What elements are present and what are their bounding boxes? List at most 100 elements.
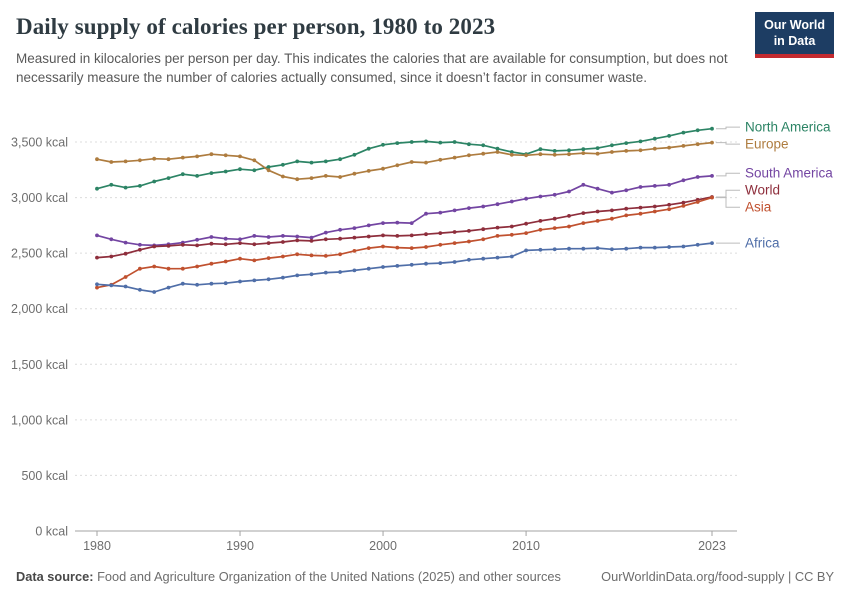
point bbox=[581, 221, 586, 225]
legend-label-europe[interactable]: Europe bbox=[745, 137, 789, 152]
point bbox=[295, 234, 300, 239]
point bbox=[567, 189, 571, 194]
point bbox=[610, 190, 614, 195]
point bbox=[610, 208, 614, 213]
y-tick-label-2000: 2,000 kcal bbox=[11, 302, 68, 316]
point bbox=[581, 211, 586, 215]
point bbox=[652, 184, 657, 188]
point bbox=[481, 151, 486, 156]
point bbox=[295, 177, 300, 182]
point bbox=[409, 160, 414, 164]
point bbox=[595, 219, 600, 223]
point bbox=[309, 253, 314, 258]
point bbox=[710, 195, 714, 200]
point bbox=[567, 246, 571, 251]
point bbox=[238, 237, 242, 242]
point bbox=[538, 152, 543, 157]
point bbox=[509, 232, 514, 237]
point bbox=[409, 221, 414, 225]
legend-label-africa[interactable]: Africa bbox=[745, 236, 780, 251]
point bbox=[581, 246, 586, 251]
point bbox=[638, 139, 643, 144]
legend-label-south-america[interactable]: South America bbox=[745, 166, 833, 181]
point bbox=[552, 226, 557, 230]
owid-logo-line1: Our World bbox=[764, 18, 825, 32]
point bbox=[467, 206, 471, 210]
point bbox=[695, 242, 700, 247]
point bbox=[495, 234, 500, 238]
point bbox=[395, 141, 400, 145]
point bbox=[624, 141, 629, 145]
point bbox=[581, 151, 586, 155]
point bbox=[552, 192, 557, 197]
point bbox=[581, 182, 586, 187]
legend-label-world[interactable]: World bbox=[745, 183, 780, 198]
line-europe bbox=[96, 141, 713, 181]
point bbox=[195, 174, 200, 178]
point bbox=[223, 259, 228, 264]
point bbox=[381, 244, 385, 249]
y-tick-label-500: 500 kcal bbox=[21, 469, 68, 483]
point bbox=[438, 140, 443, 145]
point bbox=[252, 168, 257, 173]
point bbox=[95, 186, 99, 191]
x-tick-label-1990: 1990 bbox=[226, 539, 254, 553]
point bbox=[209, 281, 214, 286]
calories-line-chart: 0 kcal 500 kcal 1,000 kcal 1,500 kcal 2,000 … bbox=[11, 120, 833, 553]
point bbox=[238, 279, 242, 284]
point bbox=[467, 229, 471, 233]
point bbox=[209, 241, 214, 246]
point bbox=[667, 134, 671, 138]
point bbox=[381, 233, 385, 238]
legend-label-north-america[interactable]: North America bbox=[745, 120, 831, 135]
point bbox=[610, 247, 614, 252]
point bbox=[624, 213, 629, 218]
point bbox=[552, 247, 557, 252]
point bbox=[524, 153, 528, 158]
point bbox=[452, 260, 457, 264]
point bbox=[252, 242, 257, 247]
point bbox=[624, 206, 629, 211]
point bbox=[323, 174, 328, 178]
point bbox=[138, 158, 142, 163]
point bbox=[180, 266, 185, 271]
point bbox=[109, 237, 114, 242]
point bbox=[667, 182, 671, 187]
point bbox=[452, 140, 457, 144]
point bbox=[166, 157, 171, 162]
point bbox=[309, 239, 314, 243]
point bbox=[152, 264, 157, 269]
legend-label-asia[interactable]: Asia bbox=[745, 200, 772, 215]
data-source-label: Data source: bbox=[16, 569, 94, 584]
point bbox=[95, 255, 99, 260]
point bbox=[323, 159, 328, 164]
point bbox=[509, 199, 514, 204]
point bbox=[352, 249, 357, 253]
point bbox=[409, 140, 414, 144]
point bbox=[152, 290, 157, 294]
point bbox=[123, 159, 128, 164]
point bbox=[538, 219, 543, 223]
point bbox=[695, 142, 700, 147]
line-world bbox=[96, 196, 713, 259]
point bbox=[610, 216, 614, 221]
point bbox=[710, 140, 714, 145]
point bbox=[424, 261, 428, 266]
point bbox=[95, 282, 99, 287]
owid-logo[interactable]: Our World in Data bbox=[755, 12, 834, 59]
point bbox=[681, 144, 686, 148]
point bbox=[138, 287, 142, 292]
point bbox=[195, 282, 200, 287]
owid-credit-link[interactable]: OurWorldinData.org/food-supply | CC BY bbox=[601, 569, 834, 584]
point bbox=[652, 204, 657, 209]
point bbox=[624, 246, 629, 251]
point bbox=[581, 147, 586, 152]
point bbox=[552, 216, 557, 221]
point bbox=[538, 194, 543, 199]
line-north-america bbox=[96, 127, 713, 190]
point bbox=[109, 160, 114, 164]
point bbox=[281, 174, 285, 179]
point bbox=[323, 270, 328, 275]
point bbox=[409, 233, 414, 238]
point bbox=[667, 207, 671, 212]
